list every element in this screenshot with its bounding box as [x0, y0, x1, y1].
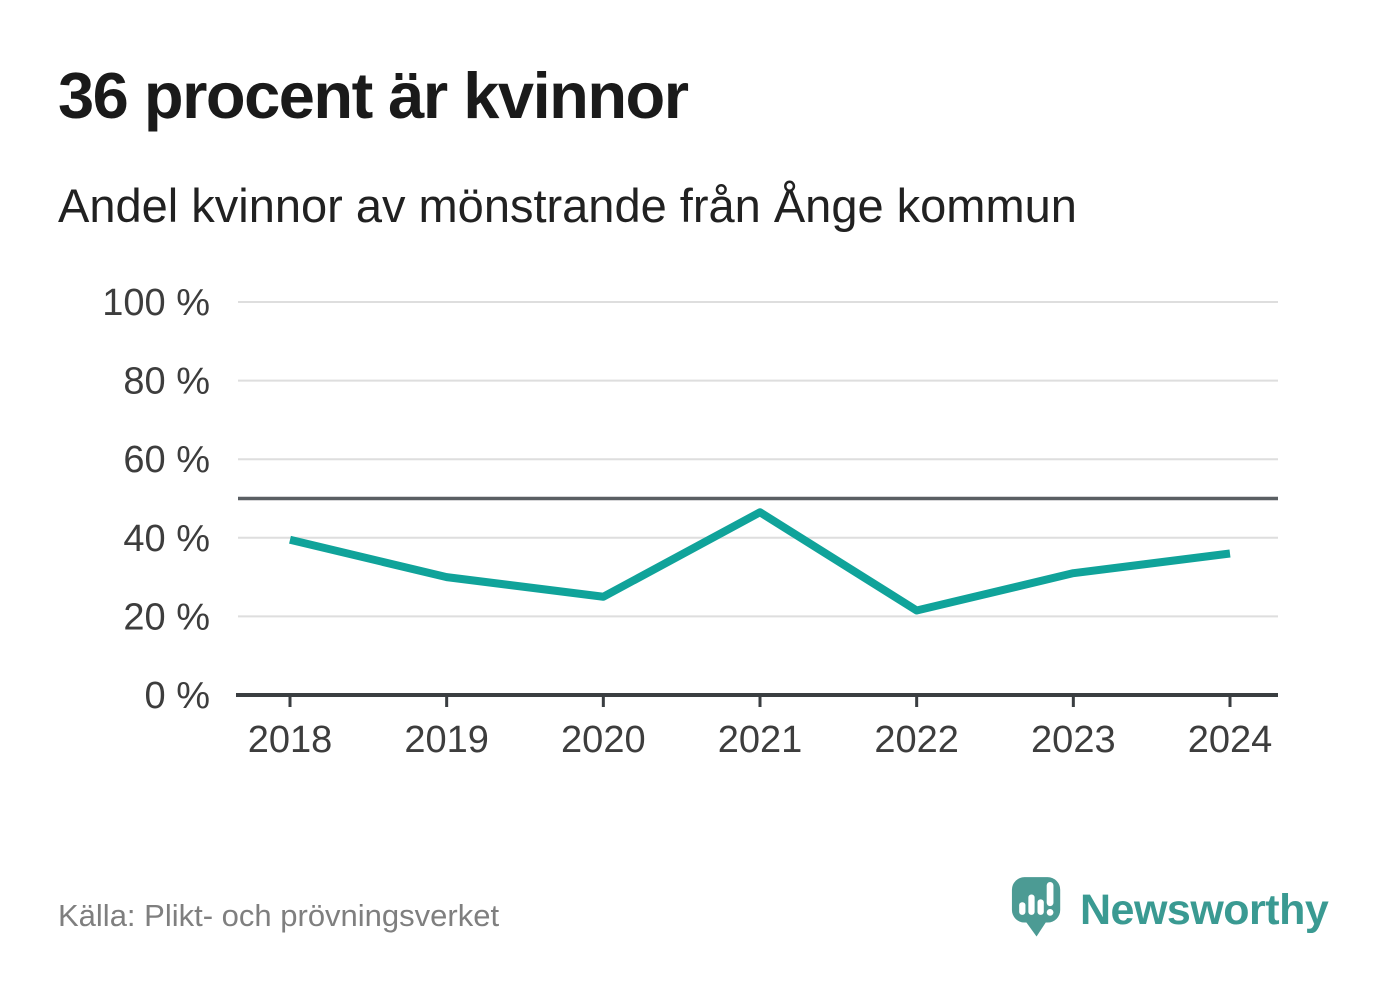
data-line [289, 508, 1231, 615]
y-axis-tick-label: 100 % [102, 282, 210, 324]
source-attribution: Källa: Plikt- och prövningsverket [58, 898, 500, 933]
x-axis-tick-label: 2020 [561, 719, 646, 761]
y-axis-tick-label: 20 % [123, 596, 210, 638]
y-axis-tick-label: 60 % [123, 439, 210, 481]
brand-lockup: Newsworthy [1010, 876, 1329, 944]
x-axis-tick-label: 2021 [718, 719, 803, 761]
newsworthy-logo-icon [1011, 877, 1061, 937]
logo-exclamation-bar [1046, 882, 1054, 907]
page-title: 36 procent är kvinnor [58, 59, 689, 132]
x-axis-tick-label: 2018 [248, 719, 333, 761]
logo-exclamation-dot [1046, 909, 1054, 916]
x-axis-tick-label: 2022 [874, 719, 959, 761]
y-axis-tick-label: 0 % [145, 675, 210, 717]
x-axis-tick-label: 2023 [1031, 719, 1116, 761]
page-subtitle: Andel kvinnor av mönstrande från Ånge ko… [58, 179, 1077, 232]
line-chart: 2018 2019 2020 2021 2022 2023 2024 0 % 20 % 40 % 6… [102, 282, 1278, 761]
logo-bar-tall [1028, 894, 1035, 915]
newsworthy-wordmark: Newsworthy [1080, 885, 1329, 934]
y-axis-tick-label: 40 % [123, 518, 210, 560]
x-axis-tick-label: 2024 [1188, 719, 1273, 761]
y-axis-tick-label: 80 % [123, 361, 210, 403]
x-axis-tick-label: 2019 [404, 719, 489, 761]
logo-bar-medium [1037, 899, 1044, 915]
logo-bar-small [1019, 902, 1026, 915]
